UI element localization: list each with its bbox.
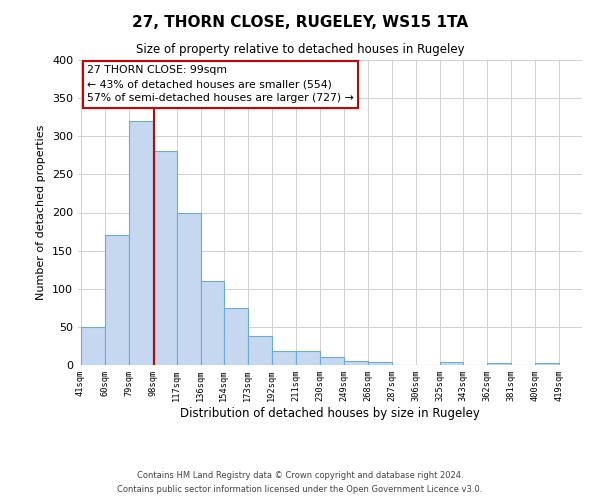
Bar (296, 352, 320, 365)
Bar (272, 352, 296, 365)
Bar (224, 308, 248, 365)
Bar (104, 236, 128, 365)
Text: 27, THORN CLOSE, RUGELEY, WS15 1TA: 27, THORN CLOSE, RUGELEY, WS15 1TA (132, 15, 468, 30)
Bar (80, 327, 104, 365)
Text: Contains HM Land Registry data © Crown copyright and database right 2024.
Contai: Contains HM Land Registry data © Crown c… (118, 472, 482, 494)
Bar (128, 121, 153, 365)
Y-axis label: Number of detached properties: Number of detached properties (37, 125, 46, 300)
Text: Size of property relative to detached houses in Rugeley: Size of property relative to detached ho… (136, 42, 464, 56)
Bar (201, 281, 224, 365)
Bar (535, 364, 559, 365)
Bar (440, 362, 463, 365)
Bar (177, 212, 201, 365)
Bar (153, 152, 177, 365)
Bar (344, 361, 368, 365)
Bar (248, 336, 272, 365)
Bar (320, 358, 344, 365)
Bar (368, 362, 392, 365)
Text: 27 THORN CLOSE: 99sqm
← 43% of detached houses are smaller (554)
57% of semi-det: 27 THORN CLOSE: 99sqm ← 43% of detached … (87, 66, 353, 104)
Bar (487, 364, 511, 365)
X-axis label: Distribution of detached houses by size in Rugeley: Distribution of detached houses by size … (180, 407, 480, 420)
